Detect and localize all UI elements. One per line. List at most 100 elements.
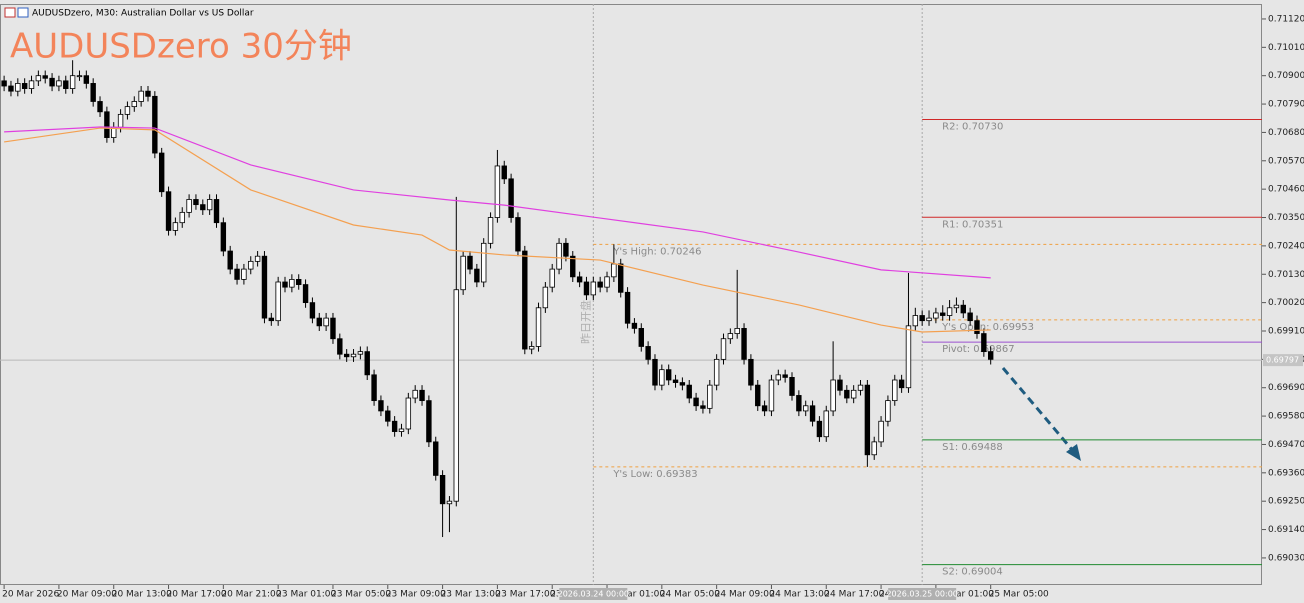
- y-tick-label: 0.70020: [1268, 298, 1304, 308]
- date-box: [559, 588, 628, 600]
- candle-body: [611, 263, 617, 278]
- x-tick-label: 24 Mar 05:00: [660, 590, 720, 600]
- candle-body: [124, 106, 131, 115]
- candle-body: [446, 500, 453, 505]
- candle-body: [282, 281, 288, 288]
- candle-body: [974, 320, 980, 334]
- candle-body: [412, 389, 418, 399]
- candle-body: [467, 255, 473, 270]
- candle-body: [21, 83, 28, 89]
- candle-body: [892, 379, 898, 402]
- candle-body: [528, 346, 535, 350]
- candle-body: [624, 291, 631, 324]
- candle-body: [665, 369, 672, 381]
- candle-body: [350, 353, 357, 358]
- x-tick-label: 23 Mar 01:00: [276, 590, 336, 600]
- x-tick-label: 20 Mar 09:00: [57, 590, 117, 600]
- candle-body: [713, 358, 720, 386]
- level-label: R2: 0.70730: [942, 122, 1003, 133]
- x-tick-label: 20 Mar 13:00: [112, 590, 172, 600]
- candle-body: [741, 328, 747, 360]
- candle-body: [35, 75, 42, 82]
- candle-body: [433, 441, 439, 476]
- candle-body: [707, 384, 713, 409]
- candle-body: [604, 276, 610, 288]
- candle-body: [775, 374, 782, 381]
- ma-line: [4, 126, 991, 279]
- candle-body: [337, 338, 343, 355]
- x-tick-label: 24 Mar 09:00: [715, 590, 775, 600]
- candle-body: [69, 75, 76, 89]
- candle-body: [563, 242, 569, 257]
- y-tick-label: 0.71120: [1268, 14, 1304, 24]
- candle-body: [378, 400, 384, 412]
- candle-body: [522, 250, 528, 350]
- trend-arrow: [1001, 367, 1081, 461]
- candle-body: [768, 379, 775, 412]
- level-label: Pivot: 0.69867: [942, 344, 1014, 355]
- candle-body: [49, 77, 55, 87]
- candle-body: [193, 199, 199, 206]
- candle-body: [905, 325, 912, 389]
- level-label: S2: 0.69004: [942, 567, 1003, 578]
- candle-body: [652, 358, 658, 386]
- candle-body: [638, 328, 644, 347]
- x-tick-label: 20 Mar 21:00: [221, 590, 281, 600]
- candle-body: [206, 199, 213, 211]
- header: AUDUSDzero, M30: Australian Dollar vs US…: [4, 7, 254, 19]
- candle-body: [364, 351, 370, 376]
- candle-body: [220, 222, 227, 252]
- candle-body: [885, 400, 891, 422]
- candle-body: [90, 83, 96, 102]
- candle-body: [844, 389, 850, 399]
- x-tick-label: 20 Mar 2026: [2, 590, 59, 600]
- candle-body: [570, 255, 576, 278]
- date-box: [888, 588, 957, 600]
- candle-body: [165, 191, 172, 231]
- y-tick-label: 0.70240: [1268, 241, 1304, 251]
- candle-body: [83, 75, 90, 84]
- annotation: AUDUSDzero 30分钟: [10, 27, 352, 67]
- y-tick-label: 0.70460: [1268, 185, 1304, 195]
- icon: [17, 7, 29, 18]
- candle-body: [42, 75, 48, 79]
- level-label: Y's Open: 0.69953: [941, 322, 1034, 333]
- y-tick-label: 0.69690: [1268, 383, 1304, 393]
- candle-body: [508, 178, 514, 218]
- candle-body: [213, 199, 220, 224]
- x-tick-label: 25 Mar 05:00: [989, 590, 1049, 600]
- date-label: 2026.03.24 00:00: [558, 590, 629, 599]
- current-price-label: 0.69797: [1266, 356, 1299, 365]
- candle-body: [809, 405, 816, 422]
- x-tick-label: 24 Mar 01:00: [605, 590, 665, 600]
- candle-body: [76, 75, 83, 78]
- arrow-line: [1001, 367, 1076, 453]
- candle-body: [419, 389, 425, 402]
- y-tick-label: 0.70130: [1268, 270, 1304, 280]
- candle-body: [453, 289, 459, 502]
- candle-body: [679, 382, 686, 386]
- candle-body: [268, 317, 275, 322]
- candle-body: [960, 304, 966, 314]
- candle-body: [248, 260, 254, 270]
- candle-body: [289, 279, 295, 288]
- candle-body: [981, 333, 987, 353]
- candle-body: [398, 428, 405, 432]
- x-tick-label: 20 Mar 17:00: [167, 590, 227, 600]
- candle-body: [967, 312, 973, 322]
- candle-body: [501, 165, 507, 180]
- candle-body: [460, 255, 466, 291]
- candle-body: [357, 351, 364, 355]
- candle-body: [254, 255, 261, 262]
- candle-body: [576, 276, 583, 283]
- candle-body: [686, 384, 692, 399]
- candle-body: [234, 268, 240, 280]
- candle-body: [645, 346, 651, 360]
- y-tick-label: 0.69030: [1268, 553, 1304, 563]
- header-text: AUDUSDzero, M30: Australian Dollar vs US…: [32, 9, 254, 19]
- x-tick-label: 24 Mar 17:00: [824, 590, 884, 600]
- level-label: Y's Low: 0.69383: [612, 469, 697, 480]
- arrow-head: [1066, 444, 1081, 461]
- candle-body: [823, 410, 829, 438]
